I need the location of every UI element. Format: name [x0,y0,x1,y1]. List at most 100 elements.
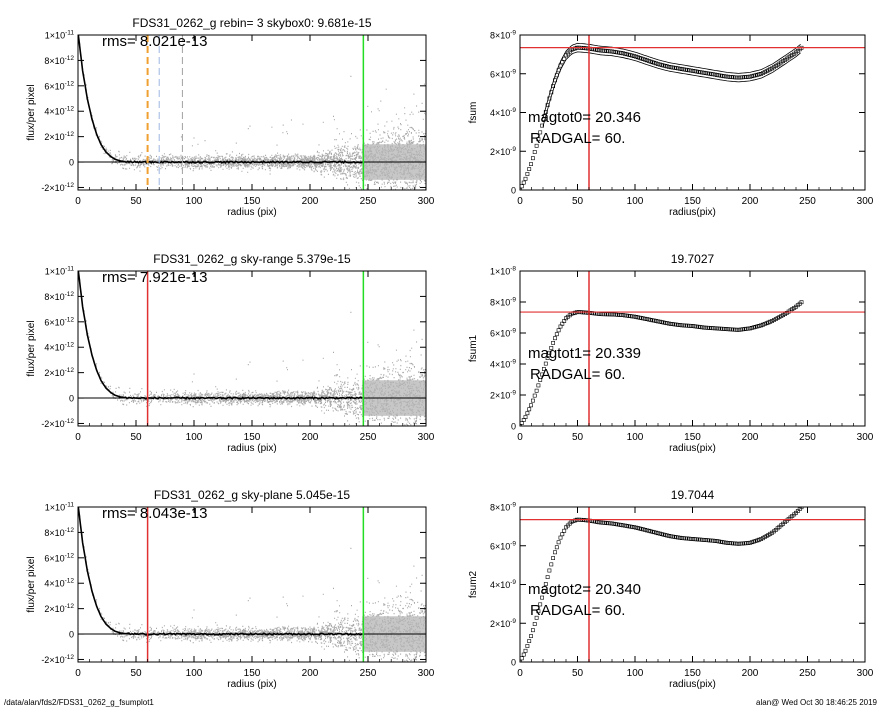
footer-path: /data/alan/fds2/FDS31_0262_g_fsumplot1 [4,698,154,707]
curve-marker [536,609,541,614]
curve-marker [556,540,561,545]
y-tick-label: 4×10-12 [44,342,74,353]
x-tick-label: 100 [186,432,203,443]
y-tick-label: 6×10-9 [490,68,516,79]
y-tick-label: 1×10-11 [45,30,75,41]
rms-annotation: rms= 8.021e-13 [102,33,207,50]
curve-marker [532,622,537,626]
curve-marker [562,56,567,61]
curve-marker [648,529,653,534]
curve-marker [716,539,721,544]
x-axis-label: radius(pix) [669,207,716,218]
x-tick-label: 0 [75,668,81,679]
curve-marker [694,537,699,542]
curve-marker [536,383,541,388]
curve-marker [643,57,648,62]
curve-marker [689,323,694,328]
y-axis-label: fsum2 [468,570,479,598]
plot-area [520,300,804,426]
radgal-annotation: RADGAL= 60. [530,366,625,383]
x-tick-label: 50 [130,432,142,443]
x-tick-label: 300 [857,196,874,207]
x-tick-label: 50 [572,196,584,207]
curve-marker [670,534,675,539]
curve-marker [633,314,638,319]
curve-marker [781,59,786,64]
x-tick-label: 300 [418,432,435,443]
magtot-annotation: magtot2= 20.340 [528,581,641,598]
curve-marker [694,324,699,329]
curve-marker [633,525,638,530]
curve-marker [725,74,730,79]
chart-title: FDS31_0262_g rebin= 3 skybox0: 9.681e-15 [132,16,371,30]
curve-marker [768,67,773,72]
curve-marker [541,588,546,593]
curve-marker [558,535,563,540]
chart-title: 19.7027 [671,252,715,266]
curve-marker [762,70,767,75]
curve-marker [602,520,607,525]
x-tick-label: 50 [130,196,142,207]
y-tick-label: 8×10-12 [44,527,74,538]
curve-marker [540,595,545,600]
x-tick-label: 100 [186,668,203,679]
y-tick-label: 1×10-11 [45,502,75,513]
curve-marker [799,300,804,305]
curve-marker [602,48,607,53]
curve-marker [536,137,541,142]
y-axis-label: flux/per pixel [26,556,37,612]
chart-panel-fsum1: 0 50 100 150 200 250 300 1×10-8 8×10-9 6×10-9 4×10… [468,252,874,454]
curve-marker [534,615,539,620]
curve-marker [694,69,699,74]
curve-marker [722,540,727,545]
x-tick-label: 200 [302,432,319,443]
curve-marker [771,318,776,323]
curve-marker [630,524,635,529]
profile-curve [78,507,363,636]
curve-marker [529,162,533,167]
curve-marker [679,323,684,328]
rms-annotation: rms= 8.043e-13 [102,505,207,522]
magtot-annotation: magtot0= 20.346 [528,109,641,126]
curve-marker [527,167,532,172]
curve-marker [722,326,727,331]
curve-marker [639,56,644,61]
y-tick-label: 0 [511,658,516,668]
curve-marker [540,372,545,377]
y-tick-label: -2×10-12 [41,418,74,429]
y-tick-label: 2×10-12 [44,603,74,614]
x-tick-label: 200 [742,432,759,443]
curve-marker [527,639,532,644]
x-axis-label: radius (pix) [227,207,276,218]
curve-marker [639,316,644,320]
curve-marker [549,562,554,567]
x-tick-label: 0 [517,432,523,443]
y-tick-label: 4×10-12 [44,578,74,589]
x-tick-label: 250 [360,668,377,679]
curve-marker [549,90,554,95]
curve-marker [560,532,565,537]
plot-area [520,42,804,190]
y-axis-label: fsum [468,102,479,124]
curve-marker [771,65,776,70]
x-tick-label: 150 [684,196,701,207]
curve-marker [643,527,648,532]
curve-marker [547,96,552,101]
curve-marker [624,52,629,57]
curve-marker [768,319,773,324]
curve-marker [716,326,721,331]
curve-marker [523,415,528,420]
curve-marker [525,411,530,416]
x-axis-label: radius (pix) [227,443,276,454]
y-tick-label: 2×10-9 [490,618,516,629]
curve-marker [562,528,567,533]
x-tick-label: 250 [799,432,816,443]
curve-marker [676,535,681,540]
curve-marker [551,556,556,561]
curve-marker [685,68,690,72]
curve-marker [685,536,690,541]
curve-marker [597,520,602,525]
y-axis-label: fsum1 [468,334,479,362]
error-envelope-lower [542,51,801,127]
y-tick-label: 6×10-9 [490,540,516,551]
